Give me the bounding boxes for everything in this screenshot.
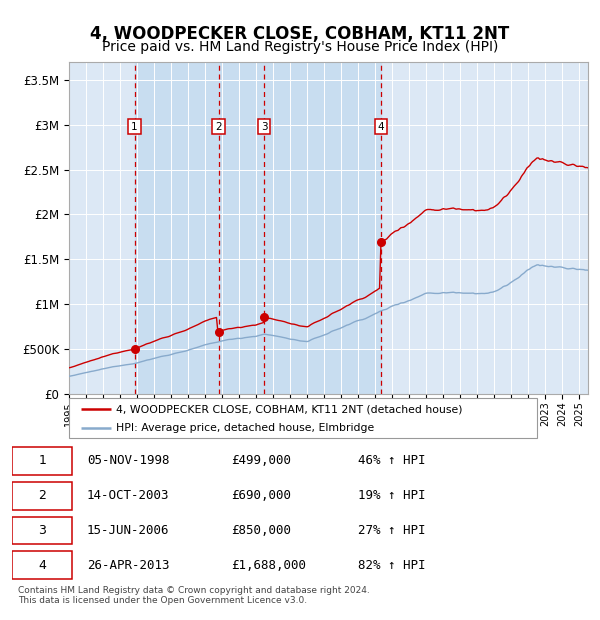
Text: £499,000: £499,000 [231,454,291,467]
Text: Price paid vs. HM Land Registry's House Price Index (HPI): Price paid vs. HM Land Registry's House … [102,40,498,54]
Text: £690,000: £690,000 [231,489,291,502]
Text: Contains HM Land Registry data © Crown copyright and database right 2024.
This d: Contains HM Land Registry data © Crown c… [18,586,370,605]
Text: 46% ↑ HPI: 46% ↑ HPI [358,454,425,467]
Text: 1: 1 [38,454,46,467]
Text: 4, WOODPECKER CLOSE, COBHAM, KT11 2NT: 4, WOODPECKER CLOSE, COBHAM, KT11 2NT [91,25,509,43]
FancyBboxPatch shape [12,551,73,579]
FancyBboxPatch shape [69,398,537,438]
Text: 3: 3 [260,122,268,131]
FancyBboxPatch shape [12,482,73,510]
Text: 2: 2 [215,122,222,131]
Text: 2: 2 [38,489,46,502]
Text: 82% ↑ HPI: 82% ↑ HPI [358,559,425,572]
Bar [134,62,381,394]
Text: HPI: Average price, detached house, Elmbridge: HPI: Average price, detached house, Elmb… [116,423,374,433]
Text: 4: 4 [38,559,46,572]
Text: 15-JUN-2006: 15-JUN-2006 [87,524,169,537]
Text: 05-NOV-1998: 05-NOV-1998 [87,454,169,467]
Text: 4, WOODPECKER CLOSE, COBHAM, KT11 2NT (detached house): 4, WOODPECKER CLOSE, COBHAM, KT11 2NT (d… [116,404,463,414]
Text: £1,688,000: £1,688,000 [231,559,306,572]
FancyBboxPatch shape [12,516,73,544]
Text: 26-APR-2013: 26-APR-2013 [87,559,169,572]
Text: 1: 1 [131,122,138,131]
Text: 27% ↑ HPI: 27% ↑ HPI [358,524,425,537]
Text: 3: 3 [38,524,46,537]
Text: 19% ↑ HPI: 19% ↑ HPI [358,489,425,502]
Text: £850,000: £850,000 [231,524,291,537]
Text: 14-OCT-2003: 14-OCT-2003 [87,489,169,502]
FancyBboxPatch shape [12,447,73,475]
Text: 4: 4 [377,122,384,131]
